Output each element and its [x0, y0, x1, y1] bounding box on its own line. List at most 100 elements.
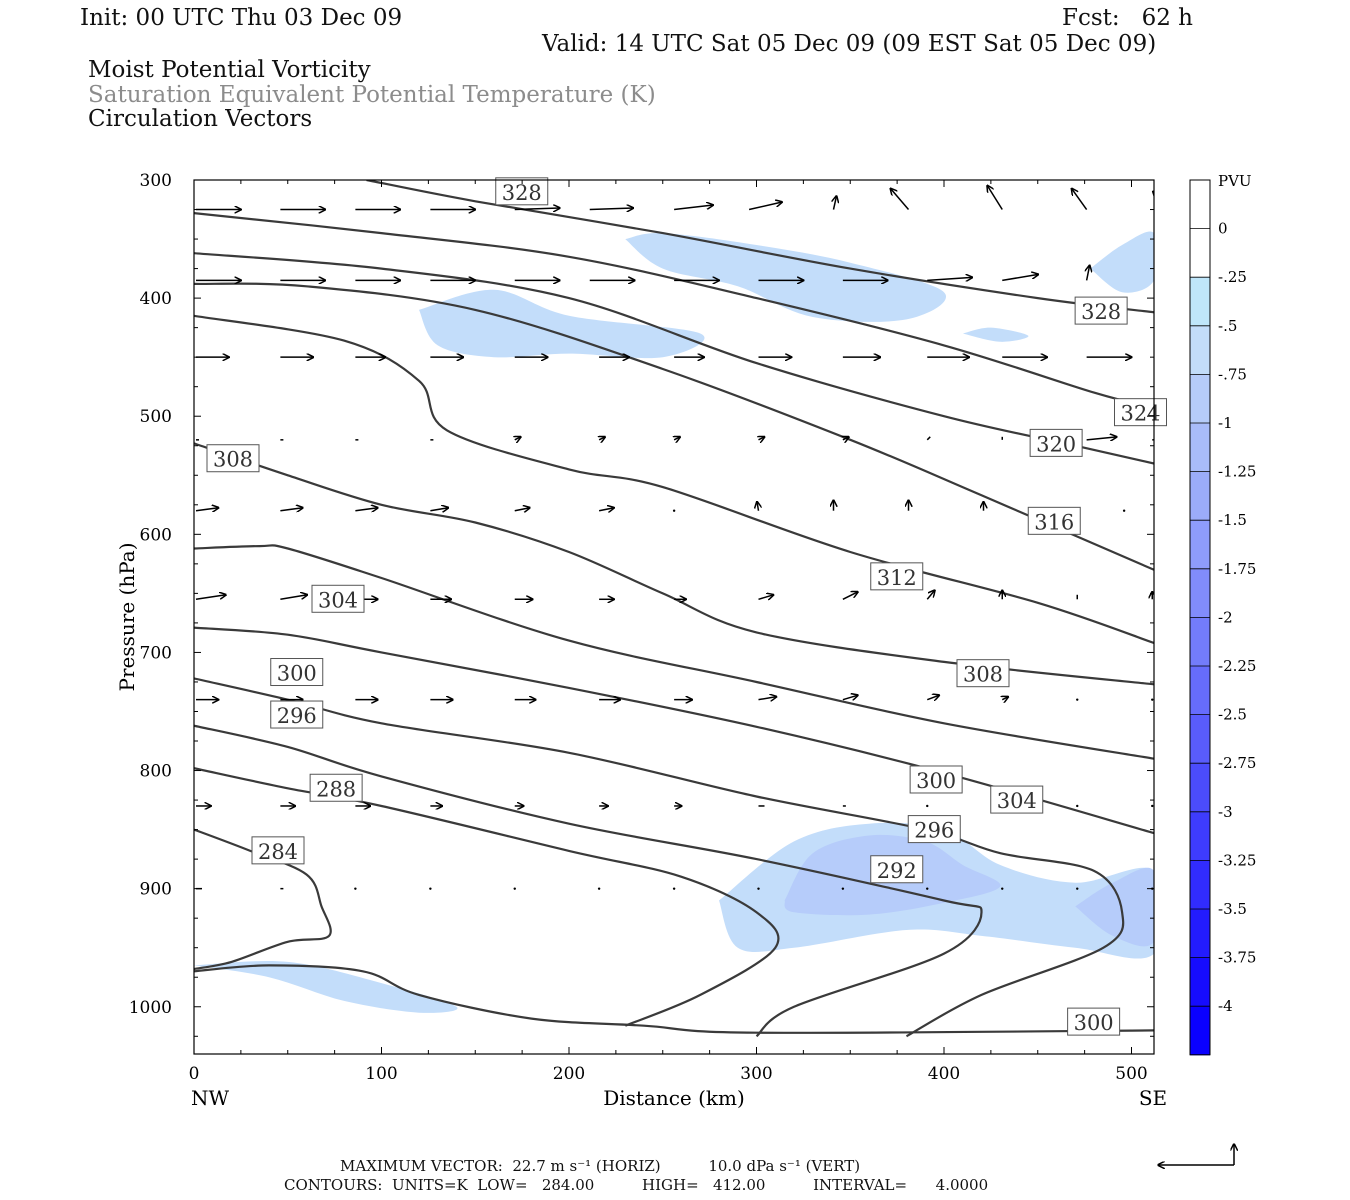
contour-label: 300 — [1067, 1007, 1121, 1036]
theta-contour-328 — [366, 180, 1154, 314]
contour-label-text: 320 — [1036, 432, 1076, 456]
vector-arrow — [589, 208, 634, 210]
contour-label: 304 — [311, 584, 365, 613]
x-tick-label: 300 — [740, 1064, 772, 1084]
colorbar-unit: PVU — [1218, 172, 1252, 190]
y-tick-label: 600 — [140, 525, 172, 545]
colorbar-label: -4 — [1218, 997, 1233, 1015]
y-tick-label: 800 — [140, 762, 172, 782]
x-tick-label: 0 — [189, 1064, 200, 1084]
reference-vector — [1158, 1144, 1234, 1165]
vector-arrow — [834, 196, 837, 210]
vector-arrow — [757, 502, 759, 511]
max-vector-note: MAXIMUM VECTOR: 22.7 m s⁻¹ (HORIZ) 10.0 … — [340, 1157, 861, 1175]
vector-arrow — [515, 437, 521, 440]
contour-label-text: 300 — [916, 769, 956, 793]
vector-arrow — [1001, 887, 1004, 890]
theta-contour-324 — [194, 212, 1154, 409]
contour-label-text: 288 — [316, 777, 356, 801]
contour-label-text: 292 — [877, 859, 917, 883]
vector-arrow — [513, 887, 516, 890]
vector-arrow — [987, 186, 1003, 210]
colorbar-swatch — [1190, 325, 1210, 375]
vector-arrow — [841, 887, 845, 890]
colorbar-label: -2.25 — [1218, 657, 1256, 675]
contour-info-note: CONTOURS: UNITS=K LOW= 284.00 HIGH= 412.… — [284, 1176, 989, 1194]
vector-arrow — [757, 887, 760, 890]
vector-arrow — [354, 887, 357, 890]
vector-arrow — [429, 887, 432, 890]
contour-label-text: 300 — [277, 662, 317, 686]
contour-label: 320 — [1029, 428, 1083, 457]
y-axis-label: Pressure (hPa) — [115, 543, 139, 692]
vector-arrow — [1002, 697, 1008, 700]
colorbar-swatch — [1190, 228, 1210, 278]
colorbar-label: -3.5 — [1218, 900, 1247, 918]
colorbar-label: -3 — [1218, 803, 1233, 821]
colorbar-swatch — [1190, 520, 1210, 570]
colorbar-swatch — [1190, 568, 1210, 618]
vector-arrow — [891, 189, 910, 211]
vector-arrow — [926, 887, 929, 890]
mpv-region — [1075, 867, 1154, 947]
contour-label-text: 304 — [318, 588, 358, 612]
contour-label: 300 — [270, 658, 324, 687]
vector-arrow — [1151, 804, 1154, 808]
mpv-region — [625, 233, 947, 322]
contour-label: 288 — [309, 773, 363, 802]
contour-label-text: 296 — [277, 704, 317, 728]
theta-contour-284 — [194, 964, 1154, 1034]
colorbar-label: -2 — [1218, 608, 1233, 626]
vector-arrow — [672, 509, 676, 512]
contour-label: 328 — [1074, 296, 1128, 325]
colorbar-swatch — [1190, 763, 1210, 813]
vector-arrow — [926, 436, 931, 441]
contour-label-text: 316 — [1034, 510, 1074, 534]
colorbar-swatch — [1190, 180, 1210, 230]
vector-arrow — [280, 595, 307, 601]
vector-arrow — [1072, 189, 1088, 210]
vector-arrow — [355, 508, 378, 511]
vector-arrow — [1086, 437, 1117, 440]
x-tick-label: 200 — [553, 1064, 585, 1084]
colorbar-label: -1.25 — [1218, 463, 1256, 481]
field-title-mpv: Moist Potential Vorticity — [88, 57, 371, 83]
vector-arrow — [195, 595, 226, 601]
vector-arrow — [926, 695, 939, 700]
vector-arrow — [926, 804, 929, 808]
vector-arrow — [1002, 274, 1038, 282]
vector-arrow — [514, 508, 530, 511]
vector-arrow — [1152, 438, 1154, 441]
colorbar-swatch — [1190, 471, 1210, 521]
contour-label-text: 296 — [914, 819, 954, 843]
theta-contour-316 — [194, 282, 1154, 571]
vector-arrow — [748, 202, 782, 211]
colorbar-label: -3.25 — [1218, 851, 1256, 869]
colorbar-swatch — [1190, 277, 1210, 327]
vector-arrow — [758, 697, 777, 700]
mpv-region — [1090, 231, 1154, 293]
axes: 300 400 500 600 700 800 900 1000 0 100 200 300 400 50… — [129, 171, 1154, 1084]
contour-label-text: 300 — [1074, 1011, 1114, 1035]
colorbar-label: -1 — [1218, 414, 1233, 432]
colorbar-label: -.5 — [1218, 317, 1237, 335]
theta-contour-304 — [194, 544, 1154, 760]
mpv-shading — [194, 231, 1154, 1013]
contour-label-text: 328 — [1081, 300, 1121, 324]
theta-contour-292 — [194, 724, 983, 1038]
vector-arrow — [674, 437, 680, 440]
x-tick-label: 100 — [365, 1064, 397, 1084]
mpv-region — [962, 327, 1029, 342]
contour-label: 324 — [1114, 398, 1167, 427]
colorbar-swatch — [1190, 909, 1210, 959]
mpv-region — [194, 961, 458, 1013]
colorbar-swatch — [1190, 423, 1210, 473]
contour-label: 308 — [956, 659, 1010, 688]
x-end-label-nw: NW — [191, 1086, 230, 1110]
circulation-vectors — [195, 186, 1154, 890]
vector-arrow — [926, 590, 935, 600]
colorbar-label: -3.75 — [1218, 949, 1256, 967]
colorbar-label: -2.75 — [1218, 754, 1256, 772]
theta-contour-308 — [194, 442, 1154, 686]
colorbar-swatch — [1190, 811, 1210, 861]
